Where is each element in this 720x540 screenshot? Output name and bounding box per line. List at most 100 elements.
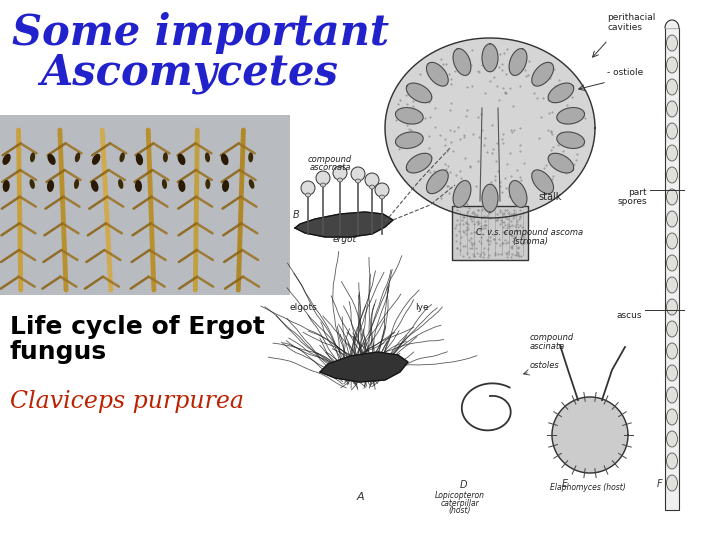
- Ellipse shape: [135, 180, 142, 192]
- Text: ascus: ascus: [616, 311, 642, 320]
- Ellipse shape: [248, 152, 253, 163]
- Text: F: F: [657, 479, 663, 489]
- Text: Claviceps purpurea: Claviceps purpurea: [10, 390, 244, 413]
- Circle shape: [316, 171, 330, 185]
- Polygon shape: [426, 170, 449, 194]
- Polygon shape: [509, 180, 527, 207]
- Circle shape: [333, 166, 347, 180]
- Text: ostoles: ostoles: [530, 361, 559, 370]
- Ellipse shape: [667, 387, 678, 403]
- Ellipse shape: [178, 153, 186, 165]
- Ellipse shape: [667, 255, 678, 271]
- Ellipse shape: [667, 365, 678, 381]
- Text: E: E: [562, 479, 568, 489]
- Text: Lopicopteron: Lopicopteron: [435, 491, 485, 500]
- Text: Some important: Some important: [12, 12, 389, 54]
- Text: ergot: ergot: [333, 235, 357, 244]
- Ellipse shape: [667, 189, 678, 205]
- Circle shape: [301, 181, 315, 195]
- Text: lye: lye: [415, 303, 428, 312]
- Ellipse shape: [48, 154, 55, 165]
- Polygon shape: [548, 153, 574, 173]
- Polygon shape: [385, 38, 595, 218]
- Ellipse shape: [667, 35, 678, 51]
- Text: C. v.s. compound ascoma: C. v.s. compound ascoma: [477, 228, 584, 237]
- Text: ascornata: ascornata: [310, 163, 351, 172]
- Text: caterpillar: caterpillar: [441, 499, 480, 508]
- Polygon shape: [395, 107, 423, 124]
- Ellipse shape: [179, 180, 185, 192]
- Ellipse shape: [136, 153, 143, 165]
- Ellipse shape: [338, 178, 343, 182]
- Polygon shape: [453, 180, 471, 207]
- Text: compound: compound: [530, 333, 575, 342]
- Text: B: B: [293, 210, 300, 220]
- Text: compound: compound: [308, 155, 352, 164]
- Ellipse shape: [205, 179, 210, 189]
- Polygon shape: [482, 184, 498, 212]
- Ellipse shape: [667, 145, 678, 161]
- Polygon shape: [406, 153, 432, 173]
- Text: A: A: [356, 492, 364, 502]
- Ellipse shape: [667, 409, 678, 425]
- Bar: [0, 115, 290, 295]
- Ellipse shape: [667, 277, 678, 293]
- Polygon shape: [395, 132, 423, 148]
- Polygon shape: [532, 170, 554, 194]
- Text: Ascomycetes: Ascomycetes: [40, 52, 338, 94]
- Ellipse shape: [305, 193, 310, 197]
- Text: spores: spores: [617, 197, 647, 206]
- Ellipse shape: [667, 475, 678, 491]
- Ellipse shape: [163, 152, 168, 163]
- Ellipse shape: [667, 101, 678, 117]
- Polygon shape: [295, 212, 393, 237]
- Ellipse shape: [667, 167, 678, 183]
- Text: fungus: fungus: [10, 340, 107, 364]
- Polygon shape: [482, 44, 498, 72]
- Polygon shape: [320, 352, 408, 382]
- Text: D: D: [459, 480, 467, 490]
- Text: cavities: cavities: [607, 23, 642, 32]
- Ellipse shape: [205, 152, 210, 163]
- Ellipse shape: [3, 180, 10, 192]
- Text: ascinata: ascinata: [530, 342, 565, 351]
- Ellipse shape: [91, 180, 99, 192]
- Text: elgots: elgots: [290, 303, 318, 312]
- Ellipse shape: [667, 57, 678, 73]
- Ellipse shape: [667, 79, 678, 95]
- Bar: [452, 206, 528, 260]
- Ellipse shape: [667, 431, 678, 447]
- Circle shape: [375, 183, 389, 197]
- Ellipse shape: [356, 179, 361, 183]
- Ellipse shape: [667, 453, 678, 469]
- Polygon shape: [532, 62, 554, 86]
- Ellipse shape: [162, 179, 167, 189]
- Polygon shape: [453, 49, 471, 76]
- Ellipse shape: [92, 154, 100, 165]
- Ellipse shape: [320, 183, 325, 187]
- Polygon shape: [557, 132, 585, 148]
- Polygon shape: [426, 62, 449, 86]
- Ellipse shape: [667, 233, 678, 249]
- Ellipse shape: [667, 123, 678, 139]
- Polygon shape: [406, 83, 432, 103]
- Polygon shape: [509, 49, 527, 76]
- Ellipse shape: [2, 154, 11, 165]
- Ellipse shape: [379, 195, 384, 199]
- Text: stalk: stalk: [538, 192, 562, 202]
- Circle shape: [365, 173, 379, 187]
- Circle shape: [351, 167, 365, 181]
- Bar: [665, 28, 679, 510]
- Ellipse shape: [30, 152, 35, 163]
- Text: part: part: [629, 188, 647, 197]
- Ellipse shape: [120, 152, 125, 162]
- Ellipse shape: [221, 153, 228, 165]
- Text: (host): (host): [449, 506, 472, 515]
- Ellipse shape: [667, 211, 678, 227]
- Polygon shape: [557, 107, 585, 124]
- Ellipse shape: [74, 179, 79, 189]
- Ellipse shape: [47, 180, 54, 192]
- Ellipse shape: [667, 343, 678, 359]
- Text: perithacial: perithacial: [607, 13, 655, 22]
- Text: - ostiole: - ostiole: [607, 68, 643, 77]
